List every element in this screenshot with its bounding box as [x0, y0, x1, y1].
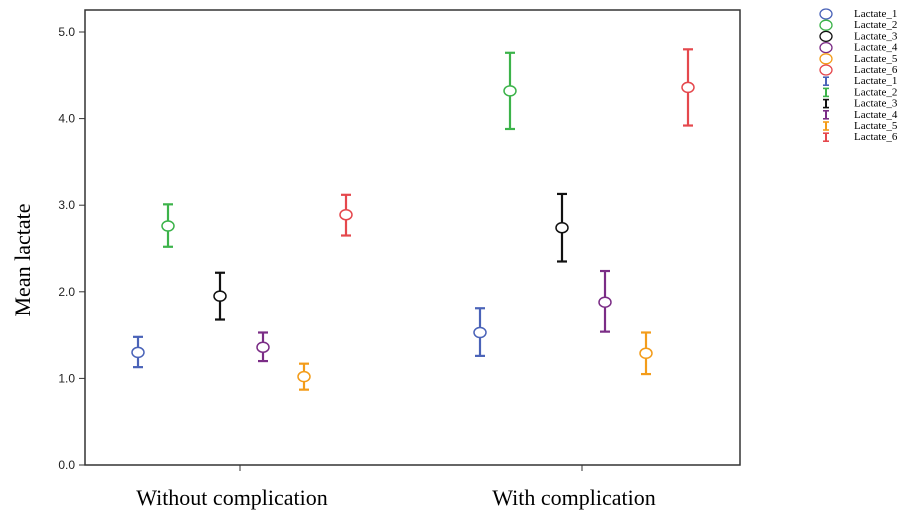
error-bar: [339, 193, 353, 237]
legend-label: Lactate_6: [854, 64, 898, 76]
mean-marker: [161, 220, 175, 232]
mean-marker: [555, 221, 569, 234]
legend-label: Lactate_3: [854, 98, 898, 110]
error-bar: [639, 331, 653, 376]
mean-marker: [256, 341, 270, 353]
mean-marker: [598, 296, 612, 308]
y-tick-label: 2.0: [58, 285, 75, 299]
legend: Lactate_1Lactate_2Lactate_3Lactate_4Lact…: [819, 8, 898, 143]
mean-marker: [473, 326, 487, 339]
y-tick-label: 4.0: [58, 112, 75, 126]
legend-label: Lactate_6: [854, 131, 898, 143]
legend-label: Lactate_5: [854, 120, 898, 132]
mean-marker: [503, 85, 517, 97]
error-bar: [131, 335, 145, 369]
mean-marker: [297, 370, 311, 383]
error-bar: [473, 307, 487, 357]
legend-label: Lactate_1: [854, 8, 897, 20]
y-tick-label: 0.0: [58, 458, 75, 472]
error-bar: [213, 271, 227, 321]
legend-label: Lactate_4: [854, 42, 898, 54]
plot-frame: [84, 9, 741, 466]
y-tick-label: 1.0: [58, 371, 75, 385]
y-tick-label: 3.0: [58, 198, 75, 212]
error-bar: [297, 362, 311, 391]
legend-label: Lactate_3: [854, 30, 898, 42]
legend-label: Lactate_4: [854, 109, 898, 121]
mean-marker: [213, 290, 227, 302]
mean-marker: [639, 347, 653, 360]
legend-label: Lactate_5: [854, 53, 898, 65]
legend-circle-marker: [819, 8, 833, 20]
legend-label: Lactate_1: [854, 75, 897, 87]
error-bar: [598, 269, 612, 333]
legend-circle-marker: [819, 53, 833, 65]
y-tick-label: 5.0: [58, 25, 75, 39]
x-category-label: Without complication: [136, 485, 328, 510]
legend-label: Lactate_2: [854, 86, 897, 98]
legend-circle-marker: [819, 64, 833, 76]
mean-marker: [339, 208, 353, 221]
error-bar: [555, 192, 569, 263]
legend-label: Lactate_2: [854, 19, 897, 31]
plot-area: 0.0 1.0 2.0 3.0 4.0 5.0 Without complication Wi…: [58, 9, 741, 510]
mean-marker: [131, 346, 145, 359]
legend-circle-marker: [819, 30, 833, 43]
error-bar: [681, 48, 695, 127]
error-bar: [161, 203, 175, 248]
legend-circle-marker: [819, 19, 833, 31]
mean-marker: [681, 81, 695, 94]
error-bar: [503, 51, 517, 131]
y-axis-label: Mean lactate: [10, 204, 35, 317]
legend-circle-marker: [819, 41, 833, 54]
x-category-label: With complication: [492, 485, 655, 510]
error-bar: [256, 331, 270, 363]
